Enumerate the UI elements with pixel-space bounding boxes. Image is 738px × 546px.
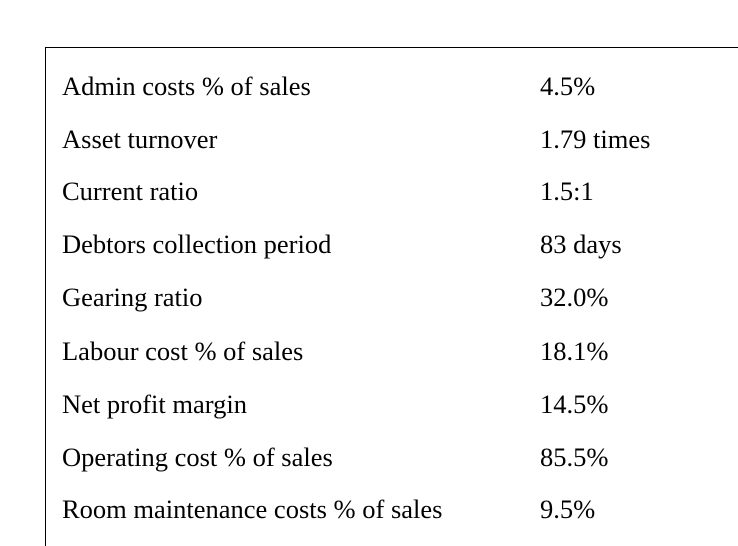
ratio-value: 1.5:1 (540, 175, 594, 206)
ratio-label: Debtors collection period (62, 228, 332, 259)
ratio-value: 18.1% (540, 335, 609, 366)
ratio-label: Labour cost % of sales (62, 335, 304, 366)
table-row: Room maintenance costs % of sales 9.5% (46, 482, 738, 535)
ratio-label: Operating cost % of sales (62, 441, 333, 472)
ratio-label: Room maintenance costs % of sales (62, 493, 443, 524)
ratio-label: Current ratio (62, 175, 199, 206)
ratio-value: 83 days (540, 228, 622, 259)
table-row: Gearing ratio 32.0% (46, 270, 738, 323)
ratio-table: Admin costs % of sales 4.5% Asset turnov… (45, 47, 738, 546)
ratio-value: 1.79 times (540, 123, 651, 154)
ratio-value: 9.5% (540, 493, 596, 524)
table-row: Operating cost % of sales 85.5% (46, 430, 738, 483)
ratio-value: 14.5% (540, 388, 609, 419)
ratio-value: 85.5% (540, 441, 609, 472)
ratio-label: Gearing ratio (62, 281, 203, 312)
table-row: Debtors collection period 83 days (46, 217, 738, 270)
ratio-value: 32.0% (540, 281, 609, 312)
table-row: Admin costs % of sales 4.5% (46, 59, 738, 112)
ratio-label: Admin costs % of sales (62, 70, 311, 101)
ratio-value: 4.5% (540, 70, 596, 101)
ratio-label: Asset turnover (62, 123, 218, 154)
table-row: Net profit margin 14.5% (46, 377, 738, 430)
table-row: Labour cost % of sales 18.1% (46, 324, 738, 377)
ratio-label: Net profit margin (62, 388, 247, 419)
table-row: Asset turnover 1.79 times (46, 112, 738, 165)
table-row: Current ratio 1.5:1 (46, 164, 738, 217)
